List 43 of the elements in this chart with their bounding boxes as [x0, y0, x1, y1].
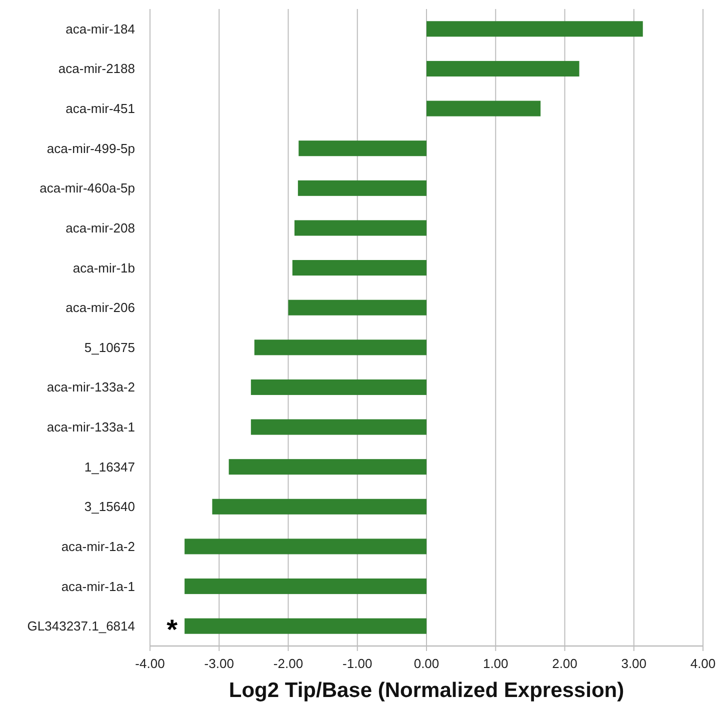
- y-tick-label: 3_15640: [84, 499, 135, 514]
- x-tick-label: 2.00: [552, 656, 578, 671]
- x-tick-label: 4.00: [690, 656, 716, 671]
- bar: [184, 618, 426, 634]
- y-tick-label: aca-mir-206: [66, 300, 135, 316]
- y-tick-label: aca-mir-133a-2: [46, 380, 135, 395]
- y-tick-label: aca-mir-451: [66, 101, 135, 116]
- annotation: *: [166, 614, 178, 646]
- y-tick-label: aca-mir-460a-5p: [40, 180, 135, 196]
- x-tick-label: 1.00: [482, 656, 508, 671]
- x-tick-label: -2.00: [273, 656, 304, 671]
- bar: [250, 419, 426, 435]
- x-axis-title: Log2 Tip/Base (Normalized Expression): [228, 679, 624, 702]
- y-tick-label: aca-mir-1a-2: [61, 538, 135, 554]
- y-tick-label: 5_10675: [84, 340, 135, 355]
- bar: [294, 220, 426, 236]
- y-tick-label: aca-mir-2188: [58, 61, 135, 76]
- bar: [298, 180, 426, 196]
- bar: [292, 260, 426, 276]
- bar: [298, 140, 426, 156]
- bar: [184, 578, 426, 594]
- y-tick-label: aca-mir-1b: [72, 260, 135, 276]
- y-tick-label: aca-mir-499-5p: [46, 140, 135, 156]
- y-tick-label: aca-mir-208: [66, 220, 135, 236]
- y-tick-label: aca-mir-184: [66, 21, 135, 36]
- bar: [254, 340, 426, 356]
- y-tick-label: aca-mir-1a-1: [61, 578, 135, 594]
- bar: [426, 21, 643, 37]
- x-tick-label: 0.00: [414, 656, 440, 671]
- bar: [288, 300, 426, 316]
- x-tick-label: -1.00: [342, 656, 372, 671]
- y-tick-label: aca-mir-133a-1: [46, 420, 135, 435]
- y-tick-label: GL343237.1_6814: [27, 618, 135, 634]
- x-tick-label: 3.00: [621, 656, 647, 671]
- bar: [250, 379, 426, 395]
- bar: [426, 100, 541, 116]
- y-tick-label: 1_16347: [84, 459, 135, 474]
- bar: [426, 60, 580, 76]
- x-tick-label: -4.00: [135, 656, 165, 671]
- bar: [184, 538, 426, 554]
- bar: [212, 498, 426, 514]
- bar: [228, 459, 426, 475]
- x-tick-label: -3.00: [204, 656, 234, 671]
